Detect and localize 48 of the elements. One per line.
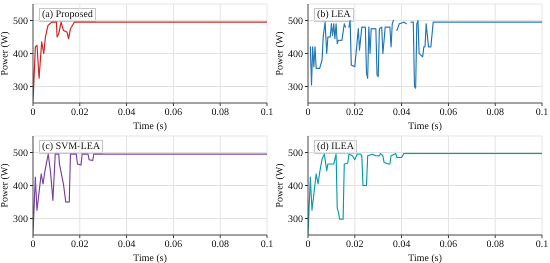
y-axis-title: Power (W) [274,162,286,208]
y-axis-title: Power (W) [0,31,11,76]
y-tick-label: 400 [13,49,28,60]
x-tick-label: 0.04 [118,238,136,250]
y-tick-label: 300 [288,214,303,225]
x-tick-label: 0.1 [260,107,274,118]
x-tick-label: 0.06 [440,107,458,118]
x-tick-label: 0.04 [118,107,136,118]
y-tick-label: 400 [13,180,28,192]
x-tick-label: 0.02 [346,107,364,118]
x-axis-title: Time (s) [133,121,167,132]
y-tick-label: 400 [288,180,303,192]
text: (a) Proposed [39,8,96,22]
y-tick-label: 500 [13,148,28,159]
x-tick-label: 0.06 [164,107,182,118]
x-tick-label: 0.04 [392,238,410,250]
x-tick-label: 0.06 [164,238,182,250]
x-tick-label: 0.02 [346,238,364,250]
y-axis-title: Power (W) [274,31,286,76]
x-axis-title: Time (s) [408,121,442,132]
x-tick-label: 0 [306,107,310,118]
text: (c) SVM-LEA [39,140,104,154]
y-tick-label: 300 [13,82,28,94]
y-tick-label: 500 [288,16,303,28]
x-tick-label: 0.02 [71,107,89,118]
x-tick-label: 0.08 [486,238,504,250]
x-tick-label: 0.04 [392,107,410,118]
x-tick-label: 0 [30,107,36,118]
x-tick-label: 0 [306,238,310,250]
x-tick-label: 0.1 [536,107,548,118]
y-tick-label: 500 [288,148,303,159]
x-tick-label: 0.08 [211,107,229,118]
x-tick-label: 0 [30,238,36,250]
x-axis-title: Time (s) [408,252,442,263]
x-tick-label: 0.1 [536,238,548,250]
x-tick-label: 0.08 [211,238,229,250]
y-tick-label: 400 [288,49,303,60]
text: (b) LEA [314,8,354,22]
x-tick-label: 0.1 [260,238,274,250]
y-tick-label: 300 [13,214,28,225]
x-axis-title: Time (s) [133,252,167,263]
x-tick-label: 0.06 [440,238,458,250]
y-tick-label: 300 [288,82,303,94]
text: (d) ILEA [314,140,357,154]
y-axis-title: Power (W) [0,162,11,208]
y-tick-label: 500 [13,16,28,28]
x-tick-label: 0.02 [71,238,89,250]
x-tick-label: 0.08 [486,107,504,118]
